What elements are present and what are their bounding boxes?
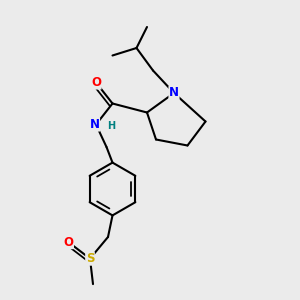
Text: N: N <box>169 86 179 100</box>
Text: H: H <box>107 121 116 131</box>
Text: S: S <box>86 252 94 265</box>
Text: N: N <box>89 118 100 131</box>
Text: O: O <box>91 76 101 89</box>
Text: O: O <box>63 236 74 249</box>
